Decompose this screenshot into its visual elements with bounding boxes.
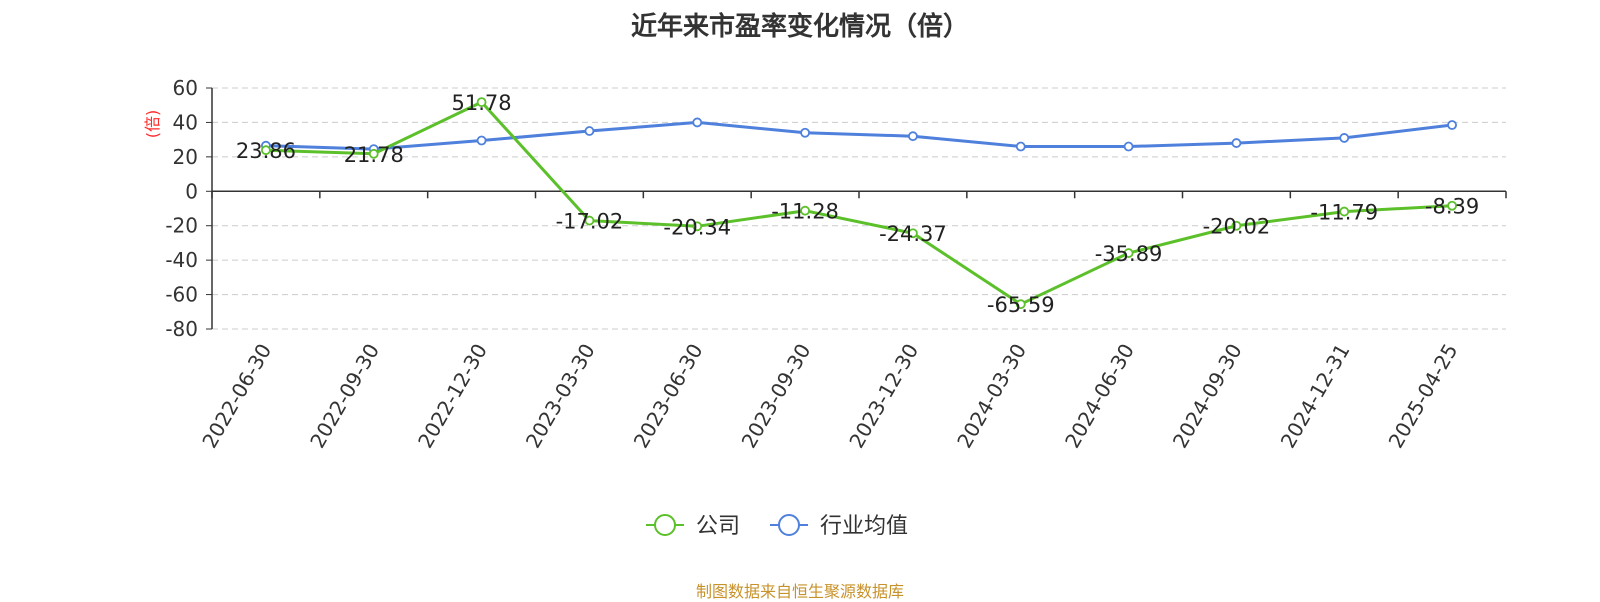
data-point bbox=[261, 145, 271, 156]
series-line-1 bbox=[265, 120, 1453, 151]
data-label: 51.78 bbox=[452, 91, 512, 115]
y-tick-label: 60 bbox=[173, 76, 198, 100]
x-tick-label: 2024-12-31 bbox=[1276, 340, 1355, 453]
data-point bbox=[692, 221, 703, 232]
data-label: -11.79 bbox=[1310, 201, 1378, 225]
x-tick-label: 2023-12-30 bbox=[844, 340, 923, 453]
y-tick-label: 40 bbox=[173, 110, 198, 134]
data-point bbox=[1231, 220, 1242, 231]
x-tick-label: 2022-06-30 bbox=[197, 340, 276, 453]
series-line-0 bbox=[265, 100, 1453, 306]
data-point bbox=[1231, 138, 1242, 148]
source-note: 制图数据来自恒生聚源数据库 bbox=[695, 582, 904, 601]
y-tick-label: 20 bbox=[173, 145, 198, 169]
x-tick-label: 2025-04-25 bbox=[1384, 340, 1463, 453]
x-tick-label: 2023-09-30 bbox=[737, 340, 816, 453]
data-point bbox=[1447, 120, 1457, 130]
series-lines bbox=[261, 97, 1457, 310]
x-tick-label: 2024-03-30 bbox=[952, 340, 1031, 453]
data-label: -8.39 bbox=[1425, 195, 1479, 219]
data-labels: 23.86 21.78 51.78 -17.02 -20.34 -11.28 -24.37 -… bbox=[236, 91, 1479, 317]
y-tick-label: -80 bbox=[165, 317, 198, 341]
data-label: -17.02 bbox=[556, 210, 624, 234]
data-point bbox=[584, 215, 595, 226]
x-tick-label: 2022-09-30 bbox=[305, 340, 384, 453]
data-label: -65.59 bbox=[987, 293, 1055, 317]
data-point bbox=[476, 97, 487, 108]
axes bbox=[206, 87, 1507, 330]
legend-label-0: 公司 bbox=[696, 514, 740, 539]
data-point bbox=[1015, 141, 1026, 152]
data-label: -20.02 bbox=[1203, 215, 1271, 239]
data-point bbox=[800, 127, 810, 138]
x-tick-labels: 2022-06-30 2022-09-30 2022-12-30 2023-03-30… bbox=[197, 340, 1462, 453]
y-tick-label: -40 bbox=[165, 248, 198, 272]
x-tick-label: 2023-03-30 bbox=[521, 340, 600, 453]
y-tick-labels: 60 40 20 0 -20 -40 -60 -80 bbox=[165, 76, 198, 341]
x-tick-label: 2023-06-30 bbox=[629, 340, 708, 453]
data-point bbox=[908, 131, 918, 142]
data-point bbox=[1339, 206, 1350, 217]
data-point bbox=[908, 228, 918, 239]
y-axis-label: (倍) bbox=[143, 110, 162, 139]
y-tick-label: 0 bbox=[185, 179, 198, 203]
data-point bbox=[476, 135, 487, 146]
chart-title: 近年来市盈率变化情况（倍） bbox=[630, 12, 969, 42]
data-point bbox=[1123, 248, 1134, 258]
y-tick-label: -20 bbox=[165, 214, 198, 238]
x-tick-label: 2024-06-30 bbox=[1060, 340, 1139, 453]
data-label: -35.89 bbox=[1095, 242, 1163, 266]
data-label: -24.37 bbox=[879, 222, 947, 246]
data-label: 23.86 bbox=[236, 139, 296, 163]
gridlines bbox=[212, 87, 1506, 330]
legend-marker-0 bbox=[654, 514, 676, 536]
data-point bbox=[1123, 141, 1134, 152]
data-point bbox=[584, 126, 595, 136]
data-point bbox=[800, 205, 810, 216]
data-label: -20.34 bbox=[663, 215, 731, 239]
legend: 公司 行业均值 bbox=[646, 514, 908, 539]
data-point bbox=[692, 117, 703, 128]
data-point bbox=[1015, 299, 1026, 310]
data-point bbox=[1339, 133, 1350, 143]
y-tick-label: -60 bbox=[165, 283, 198, 307]
data-point bbox=[368, 148, 379, 159]
legend-label-1: 行业均值 bbox=[820, 514, 908, 539]
x-tick-label: 2022-12-30 bbox=[413, 340, 492, 453]
x-tick-label: 2024-09-30 bbox=[1168, 340, 1247, 453]
data-label: -11.28 bbox=[771, 200, 839, 224]
legend-marker-1 bbox=[778, 514, 800, 536]
data-label: 21.78 bbox=[344, 143, 404, 167]
data-point bbox=[1447, 200, 1457, 211]
